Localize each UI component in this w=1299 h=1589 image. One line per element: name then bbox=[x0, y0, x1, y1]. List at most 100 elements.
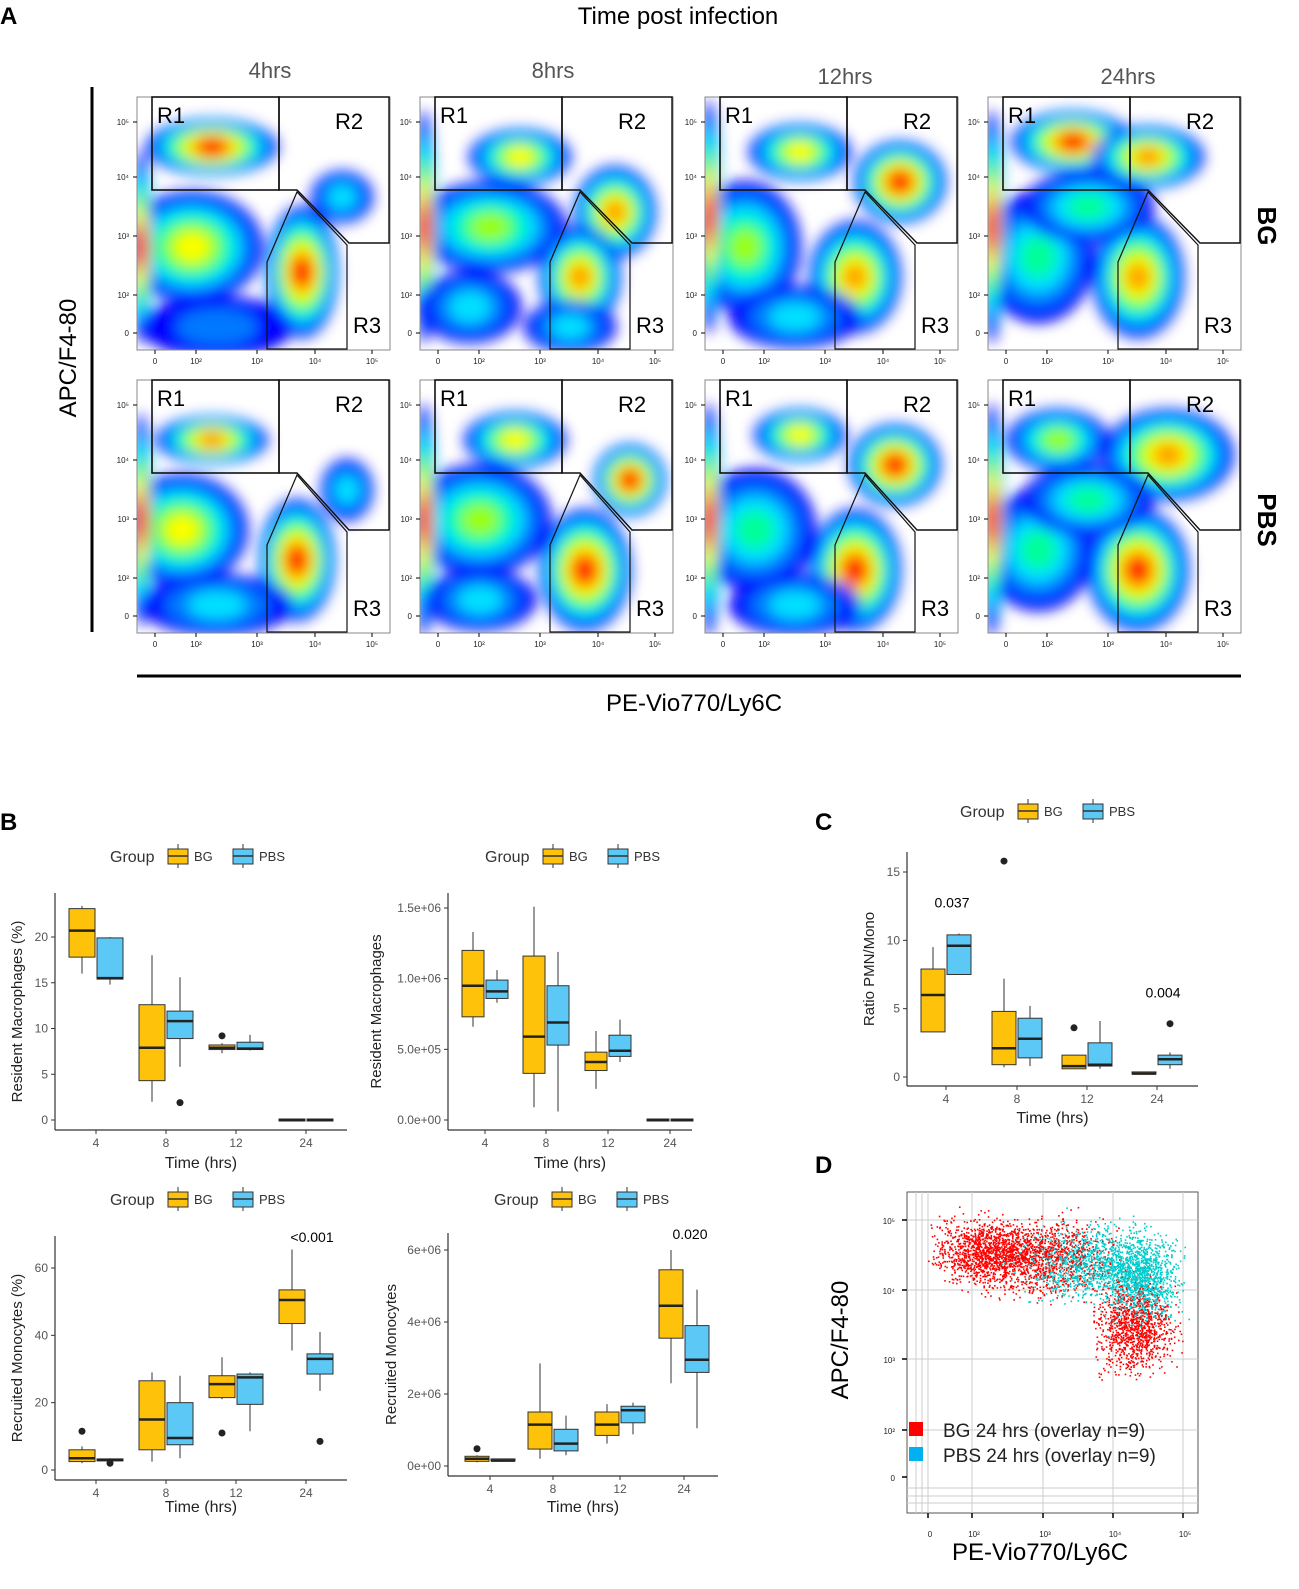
point-pbs bbox=[1163, 1255, 1166, 1257]
point-pbs bbox=[1091, 1275, 1094, 1278]
point-pbs bbox=[1090, 1293, 1093, 1296]
point-pbs bbox=[1080, 1263, 1083, 1265]
point-pbs bbox=[1153, 1294, 1156, 1297]
point-pbs bbox=[1129, 1307, 1132, 1310]
point-pbs bbox=[1154, 1299, 1157, 1301]
point-bg bbox=[1125, 1324, 1127, 1327]
point-bg bbox=[1143, 1346, 1146, 1348]
point-bg bbox=[1142, 1332, 1145, 1335]
point-bg bbox=[998, 1255, 1001, 1257]
point-pbs bbox=[1158, 1296, 1160, 1299]
point-pbs bbox=[1157, 1270, 1159, 1273]
point-bg bbox=[988, 1274, 991, 1276]
point-pbs bbox=[1155, 1266, 1157, 1269]
point-pbs bbox=[1179, 1250, 1182, 1253]
point-bg bbox=[1119, 1368, 1122, 1371]
point-pbs bbox=[1155, 1325, 1157, 1327]
point-pbs bbox=[1089, 1283, 1092, 1285]
point-pbs bbox=[1125, 1302, 1128, 1305]
point-bg bbox=[975, 1263, 978, 1265]
point-pbs bbox=[1174, 1281, 1177, 1284]
point-bg bbox=[1009, 1232, 1011, 1235]
point-bg bbox=[970, 1265, 972, 1267]
gate-label-r3: R3 bbox=[353, 596, 381, 621]
density-blobs bbox=[137, 119, 373, 350]
point-bg bbox=[993, 1238, 996, 1241]
point-bg bbox=[1119, 1348, 1122, 1350]
point-pbs bbox=[1169, 1245, 1172, 1247]
point-bg bbox=[966, 1240, 969, 1243]
point-bg bbox=[1031, 1245, 1034, 1248]
point-bg bbox=[1106, 1296, 1109, 1299]
gate-label-r1: R1 bbox=[725, 103, 753, 128]
point-bg bbox=[992, 1268, 994, 1270]
point-pbs bbox=[1046, 1275, 1048, 1277]
y-tick-label: 0 bbox=[125, 329, 130, 338]
point-pbs bbox=[1153, 1288, 1156, 1290]
point-bg bbox=[1164, 1337, 1167, 1340]
point-bg bbox=[938, 1242, 940, 1244]
point-pbs bbox=[1057, 1282, 1059, 1284]
point-bg bbox=[1012, 1270, 1014, 1273]
point-bg bbox=[981, 1246, 983, 1249]
point-pbs bbox=[1140, 1240, 1143, 1242]
point-bg bbox=[967, 1236, 969, 1238]
point-bg bbox=[1014, 1262, 1017, 1265]
point-bg bbox=[1096, 1240, 1098, 1243]
point-bg bbox=[1005, 1252, 1008, 1255]
point-pbs bbox=[1050, 1239, 1053, 1242]
point-bg bbox=[995, 1236, 998, 1239]
point-bg bbox=[968, 1281, 971, 1283]
legend-label-bg: BG bbox=[1044, 804, 1063, 819]
point-pbs bbox=[1057, 1284, 1060, 1287]
point-pbs bbox=[1113, 1303, 1115, 1305]
point-bg bbox=[1055, 1259, 1058, 1262]
point-pbs bbox=[1156, 1298, 1158, 1300]
point-bg bbox=[1077, 1249, 1079, 1251]
point-bg bbox=[1066, 1229, 1068, 1231]
gate-label-r1: R1 bbox=[725, 386, 753, 411]
point-bg bbox=[1126, 1313, 1128, 1315]
point-bg bbox=[1118, 1324, 1120, 1327]
point-bg bbox=[1056, 1283, 1058, 1286]
point-bg bbox=[976, 1228, 979, 1231]
point-bg bbox=[1020, 1253, 1023, 1255]
point-pbs bbox=[1111, 1259, 1114, 1261]
point-pbs bbox=[1075, 1276, 1077, 1278]
point-bg bbox=[1002, 1259, 1005, 1262]
point-bg bbox=[950, 1243, 953, 1246]
point-bg bbox=[1108, 1303, 1111, 1306]
point-pbs bbox=[1025, 1281, 1027, 1284]
point-pbs bbox=[1142, 1269, 1145, 1272]
box-iqr bbox=[684, 1325, 710, 1373]
legend-title: Group bbox=[960, 804, 1005, 821]
point-bg bbox=[1133, 1325, 1136, 1328]
y-tick-label: 0 bbox=[976, 329, 981, 338]
point-pbs bbox=[1062, 1270, 1064, 1273]
y-tick-label: 10⁴ bbox=[685, 173, 698, 182]
point-bg bbox=[996, 1248, 999, 1251]
point-pbs bbox=[1097, 1287, 1100, 1289]
point-bg bbox=[1118, 1347, 1121, 1350]
point-bg bbox=[974, 1283, 977, 1286]
y-tick-label: 15 bbox=[887, 865, 901, 879]
point-bg bbox=[1161, 1338, 1163, 1341]
point-bg bbox=[998, 1242, 1001, 1245]
point-pbs bbox=[1162, 1291, 1165, 1293]
point-bg bbox=[959, 1242, 962, 1245]
point-pbs bbox=[1135, 1232, 1138, 1235]
point-bg bbox=[1080, 1251, 1083, 1253]
point-pbs bbox=[1156, 1271, 1159, 1274]
y-tick-label: 0 bbox=[41, 1463, 48, 1477]
point-pbs bbox=[1144, 1265, 1147, 1268]
point-bg bbox=[1143, 1321, 1145, 1324]
point-bg bbox=[955, 1258, 958, 1261]
point-bg bbox=[937, 1256, 940, 1258]
point-pbs bbox=[1041, 1257, 1043, 1260]
point-pbs bbox=[1113, 1253, 1115, 1255]
point-bg bbox=[1162, 1347, 1165, 1349]
point-pbs bbox=[1106, 1230, 1109, 1233]
point-bg bbox=[1141, 1343, 1144, 1346]
